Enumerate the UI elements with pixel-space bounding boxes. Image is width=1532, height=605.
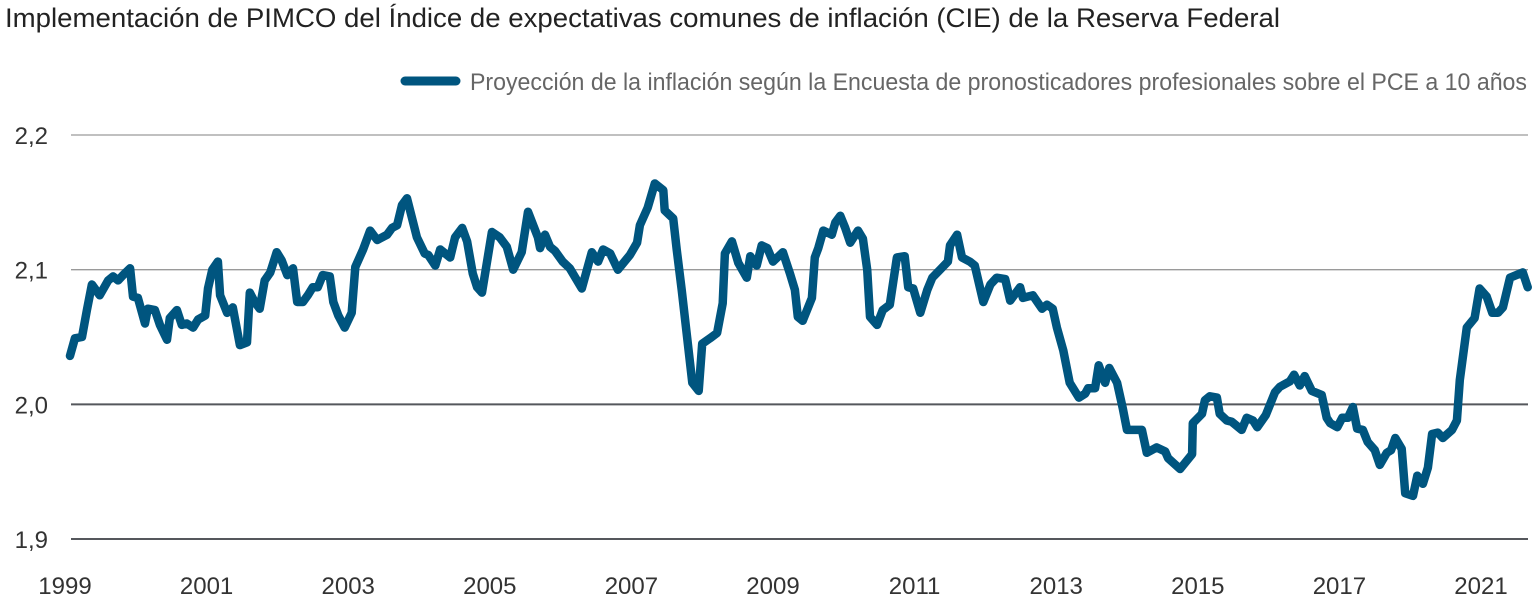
y-tick-label: 2,0 bbox=[15, 392, 48, 419]
x-tick-label: 2009 bbox=[746, 573, 799, 600]
x-tick-label: 2007 bbox=[605, 573, 658, 600]
y-tick-label: 2,2 bbox=[15, 123, 48, 150]
y-tick-label: 1,9 bbox=[15, 527, 48, 554]
x-tick-label: 2011 bbox=[889, 573, 941, 600]
x-axis-ticks: 1999 2001 2003 2005 2007 2009 2011 2013 2015 2017… bbox=[38, 573, 1507, 600]
y-tick-label: 2,1 bbox=[15, 258, 48, 285]
x-tick-label: 2013 bbox=[1030, 573, 1083, 600]
series-layer bbox=[70, 183, 1528, 496]
legend: Proyección de la inflación según la Encu… bbox=[405, 69, 1527, 96]
x-tick-label: 2003 bbox=[322, 573, 375, 600]
gridlines bbox=[71, 135, 1528, 539]
x-tick-label: 2015 bbox=[1171, 573, 1224, 600]
chart-title: Implementación de PIMCO del Índice de ex… bbox=[5, 3, 1280, 33]
y-axis-ticks: 2,2 2,1 2,0 1,9 bbox=[15, 123, 48, 554]
x-tick-label: 2017 bbox=[1313, 573, 1366, 600]
legend-label: Proyección de la inflación según la Encu… bbox=[470, 69, 1527, 96]
x-tick-label: 1999 bbox=[38, 573, 91, 600]
x-tick-label: 2001 bbox=[180, 573, 233, 600]
x-tick-label: 2021 bbox=[1454, 573, 1507, 600]
series-line bbox=[70, 184, 1528, 496]
x-tick-label: 2005 bbox=[463, 573, 516, 600]
